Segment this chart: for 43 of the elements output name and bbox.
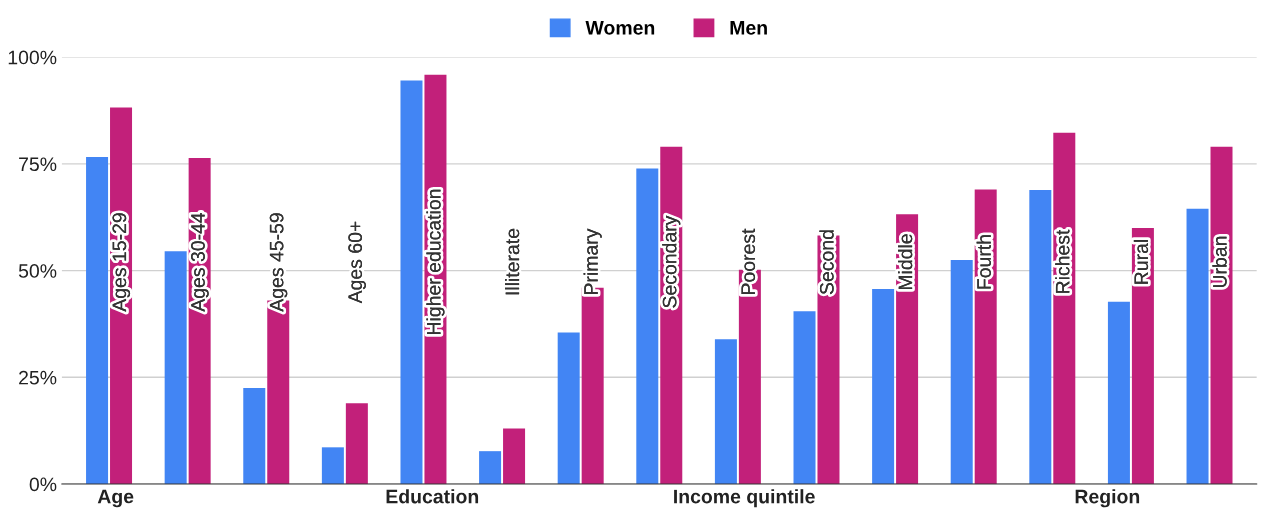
x-tick-label: Second [819, 230, 834, 295]
text: Education [386, 489, 479, 504]
bar [86, 157, 109, 485]
text: Region [1075, 489, 1140, 508]
y-tick-label: 25% [19, 370, 57, 385]
x-tick-label: Secondary [662, 215, 681, 308]
x-tick-label: Richest [1055, 229, 1070, 293]
bar [1107, 301, 1130, 485]
bar [1029, 189, 1052, 485]
x-tick-label: Higher education [426, 189, 445, 334]
y-tick-label: 75% [19, 157, 57, 172]
x-tick-label: Rural [1133, 240, 1149, 284]
x-tick-label: Middle [898, 234, 913, 290]
bar [950, 259, 973, 485]
y-tick-label: 0% [29, 477, 57, 492]
bar [872, 288, 895, 485]
bar [321, 447, 344, 485]
x-tick-label: Ages 30-44 [191, 212, 209, 312]
x-tick-label: Primary [583, 228, 602, 294]
x-tick-label: Ages 45-59 [269, 213, 288, 312]
bar [503, 428, 526, 485]
bar [164, 251, 187, 485]
bar [636, 168, 659, 485]
legend-label: Women [585, 21, 655, 35]
bar [400, 80, 423, 485]
bar [714, 339, 737, 485]
bar [557, 332, 580, 485]
x-tick-label: Urban [1212, 236, 1227, 288]
y-tick-label: 50% [18, 264, 57, 278]
bar [793, 311, 816, 485]
text: Income quintile [674, 489, 815, 508]
bar [345, 403, 368, 485]
bar [479, 451, 502, 485]
legend-label: Men [730, 21, 767, 35]
x-tick-label: Illiterate [505, 228, 520, 295]
x-tick-label: Ages 60+ [348, 221, 366, 304]
bar [1186, 208, 1209, 485]
text: Age [97, 489, 134, 508]
x-tick-label: Ages 15-29 [112, 213, 131, 312]
x-tick-label: Poorest [741, 228, 756, 294]
y-tick-label: 100% [8, 50, 57, 65]
x-tick-label: Fourth [976, 235, 991, 289]
bar [243, 387, 266, 485]
